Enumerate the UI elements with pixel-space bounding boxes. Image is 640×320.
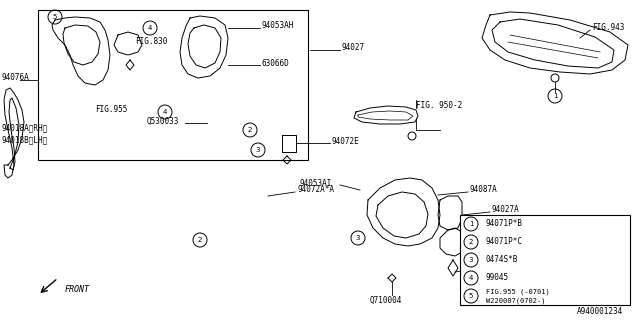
Text: FIG.955 (-0701): FIG.955 (-0701) — [486, 289, 550, 295]
Text: 94018A〈RH〉: 94018A〈RH〉 — [1, 124, 47, 132]
Bar — [38, 10, 308, 160]
Bar — [460, 215, 630, 305]
Text: 2: 2 — [469, 239, 473, 245]
Text: 1: 1 — [468, 221, 473, 227]
Text: 5: 5 — [469, 293, 473, 299]
Text: 0474S*B: 0474S*B — [486, 255, 518, 265]
Text: 2: 2 — [198, 237, 202, 243]
Text: 94087A: 94087A — [470, 186, 498, 195]
Text: 2: 2 — [248, 127, 252, 133]
Text: 5: 5 — [53, 14, 57, 20]
Text: 3: 3 — [256, 147, 260, 153]
Text: FRONT: FRONT — [65, 285, 90, 294]
Text: 1: 1 — [553, 93, 557, 99]
Text: 4: 4 — [469, 275, 473, 281]
Text: 4: 4 — [148, 25, 152, 31]
Text: 94072A*A: 94072A*A — [298, 186, 335, 195]
Text: Q530033: Q530033 — [147, 116, 179, 125]
Text: 94071P*C: 94071P*C — [486, 237, 523, 246]
Text: FIG.943: FIG.943 — [592, 23, 625, 33]
Text: 94076A: 94076A — [1, 73, 29, 82]
Text: A940001234: A940001234 — [577, 307, 623, 316]
Text: FIG. 950-2: FIG. 950-2 — [416, 100, 462, 109]
Text: FIG.955: FIG.955 — [95, 106, 127, 115]
Text: 3: 3 — [356, 235, 360, 241]
Text: 94053AH: 94053AH — [262, 21, 294, 30]
Text: 3: 3 — [468, 257, 473, 263]
Text: 94053AI: 94053AI — [300, 179, 332, 188]
Text: 94027: 94027 — [342, 44, 365, 52]
Text: Q710004: Q710004 — [370, 295, 403, 305]
Text: 4: 4 — [163, 109, 167, 115]
Text: Q530033: Q530033 — [484, 261, 516, 270]
Text: 94076B: 94076B — [494, 234, 522, 243]
Text: FIG.830: FIG.830 — [135, 37, 168, 46]
Text: 94018B〈LH〉: 94018B〈LH〉 — [1, 135, 47, 145]
Text: 94027A: 94027A — [492, 205, 520, 214]
Text: 94072E: 94072E — [332, 137, 360, 146]
Text: 94071P*B: 94071P*B — [486, 220, 523, 228]
Text: W220007(0702-): W220007(0702-) — [486, 298, 545, 304]
Text: 63066D: 63066D — [262, 59, 290, 68]
Text: 99045: 99045 — [486, 274, 509, 283]
